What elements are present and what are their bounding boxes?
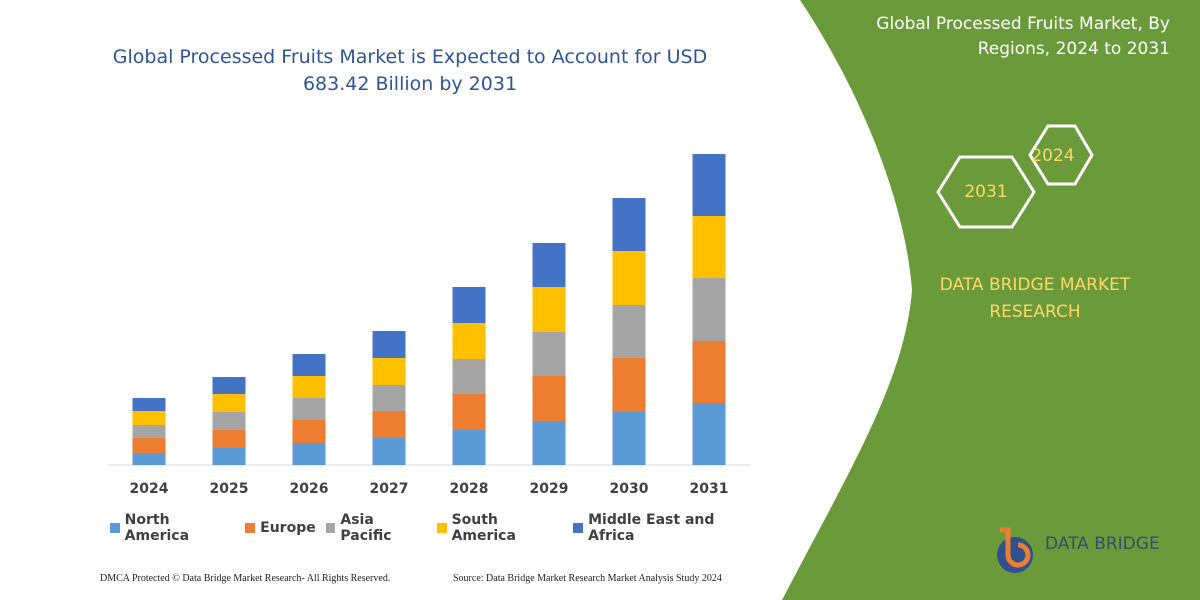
bar-segment xyxy=(372,358,406,385)
bar-segment xyxy=(132,398,166,411)
bar-segment xyxy=(452,359,486,394)
x-tick-label: 2024 xyxy=(130,481,169,497)
x-tick-label: 2031 xyxy=(690,481,729,497)
legend-swatch xyxy=(573,523,584,533)
bar-segment xyxy=(452,287,486,323)
x-tick-label: 2027 xyxy=(370,481,409,497)
side-panel xyxy=(782,0,1200,600)
bar-segment xyxy=(692,341,726,403)
bar-segment xyxy=(372,438,406,465)
bar-segment xyxy=(212,412,246,430)
bar-segment xyxy=(532,421,566,465)
x-tick-label: 2025 xyxy=(210,481,249,497)
logo-icon xyxy=(1000,527,1031,568)
panel-title: Global Processed Fruits Market, By Regio… xyxy=(876,14,1170,59)
hexagon xyxy=(936,155,1036,229)
bar-segment xyxy=(132,438,166,453)
bar-segment xyxy=(372,331,406,358)
hexagon xyxy=(1028,124,1094,186)
bar-segment xyxy=(692,154,726,216)
legend: North America Europe Asia Pacific South Ame… xyxy=(110,512,760,544)
bar-segment xyxy=(532,287,566,332)
x-tick-label: 2029 xyxy=(530,481,569,497)
bar-segment xyxy=(532,243,566,287)
logo-text: DATA BRIDGE xyxy=(1045,534,1160,554)
legend-swatch xyxy=(245,523,256,533)
bar-segment xyxy=(452,394,486,430)
bar-segment xyxy=(292,443,326,465)
legend-label: Asia Pacific xyxy=(340,512,392,544)
bar-segment xyxy=(132,453,166,465)
bar-segment xyxy=(692,403,726,465)
legend-label: South America xyxy=(451,512,516,544)
bar-segment xyxy=(212,448,246,465)
bar-segment xyxy=(612,305,646,358)
bar-segment xyxy=(292,420,326,443)
bar-segment xyxy=(452,323,486,359)
bar-segment xyxy=(372,411,406,438)
bar-segment xyxy=(132,411,166,425)
legend-item: Asia Pacific xyxy=(325,512,427,544)
legend-label: Middle East and Africa xyxy=(588,512,715,544)
bar-segment xyxy=(532,376,566,421)
brand: DATA BRIDGE MARKET RESEARCH xyxy=(939,275,1131,322)
bar-segment xyxy=(612,198,646,251)
bar-segment xyxy=(372,385,406,411)
chart-title: Global Processed Fruits Market is Expect… xyxy=(112,46,708,95)
legend-swatch xyxy=(325,523,336,533)
bar-segment xyxy=(612,412,646,465)
bar-segment xyxy=(292,376,326,398)
legend-label: North America xyxy=(124,512,190,544)
bar-segment xyxy=(132,425,166,438)
bar-segment xyxy=(532,332,566,376)
x-tick-label: 2028 xyxy=(450,481,489,497)
bar-segment xyxy=(612,358,646,412)
legend-item: Europe xyxy=(245,512,316,544)
legend-swatch xyxy=(436,523,447,533)
legend-item: Middle East and Africa xyxy=(573,512,760,544)
hexagon-label: 2031 xyxy=(964,182,1007,202)
bar-segment xyxy=(452,430,486,465)
bar-segment xyxy=(612,251,646,305)
bar-segment xyxy=(212,394,246,412)
bar-segment xyxy=(292,354,326,376)
legend-item: North America xyxy=(110,512,235,544)
legend-swatch xyxy=(110,523,120,533)
bar-segment xyxy=(692,278,726,341)
hexagon-label: 2024 xyxy=(1031,146,1074,166)
bar-segment xyxy=(212,377,246,394)
footer-left: DMCA Protected © Data Bridge Market Rese… xyxy=(100,573,391,584)
bar-segment xyxy=(292,398,326,420)
x-tick-label: 2030 xyxy=(610,481,649,497)
footer-right: Source: Data Bridge Market Research Mark… xyxy=(453,573,722,584)
legend-item: South America xyxy=(436,512,564,544)
bar-segment xyxy=(212,430,246,448)
x-tick-label: 2026 xyxy=(290,481,329,497)
bar-segment xyxy=(692,216,726,278)
legend-label: Europe xyxy=(260,520,316,536)
